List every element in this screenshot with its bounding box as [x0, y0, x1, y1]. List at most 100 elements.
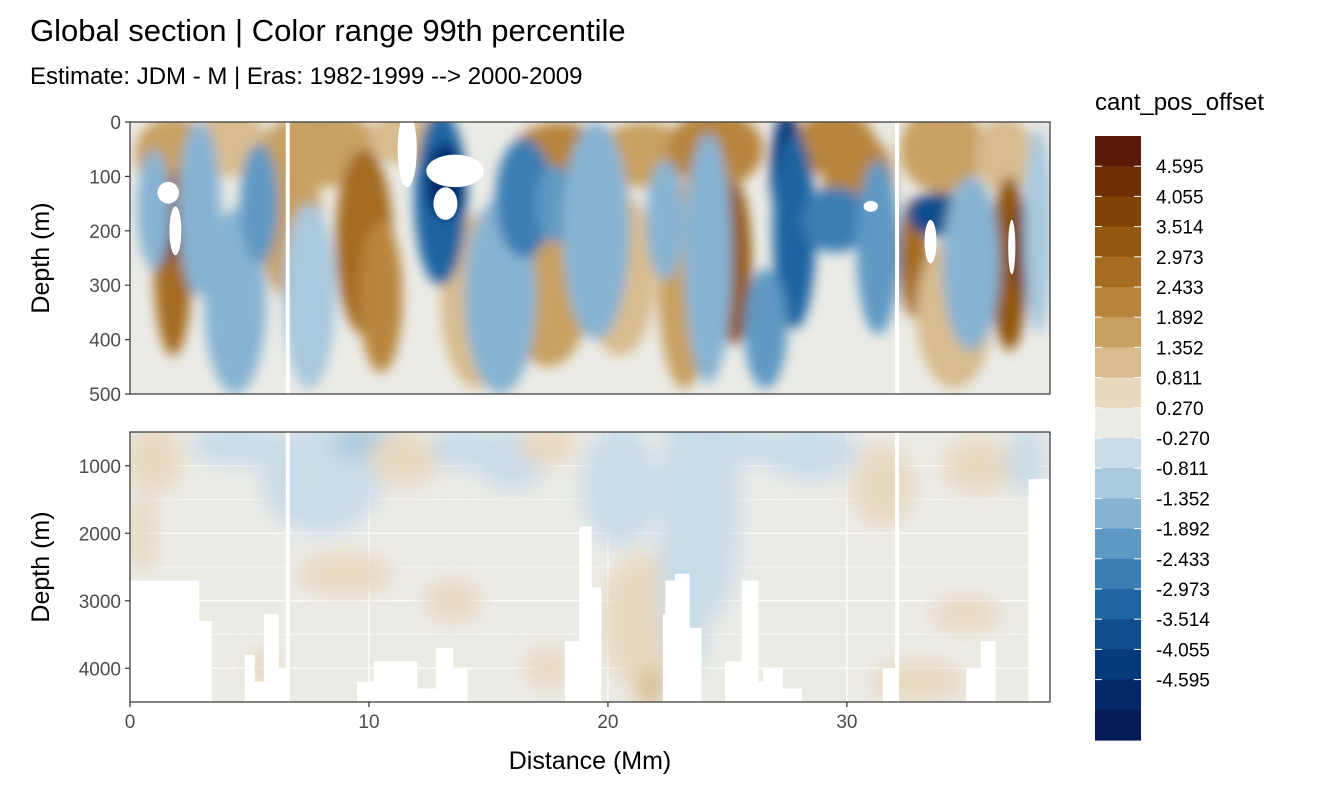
legend-label: 2.973 [1156, 248, 1204, 269]
panel-bottom: 1000 2000 3000 4000 Depth (m) [27, 431, 1051, 703]
legend-swatch [1095, 226, 1141, 258]
panel-top-y-axis: 0 100 200 300 400 500 [89, 113, 130, 406]
top-field-blob [744, 268, 788, 389]
top-missing-patch [426, 154, 484, 188]
panel-bottom-y-axis: 1000 2000 3000 4000 [79, 457, 130, 680]
top-field-blob [282, 203, 336, 389]
bottom-seafloor [254, 681, 265, 702]
legend-label: 4.055 [1156, 187, 1204, 208]
legend-label: -2.973 [1156, 580, 1210, 601]
x-tick-label: 0 [125, 712, 136, 733]
x-axis: 0 10 20 30 [125, 702, 857, 733]
bottom-field-blob [942, 438, 1015, 493]
legend-swatch [1095, 287, 1141, 318]
bottom-seafloor [591, 587, 602, 702]
bottom-field-blob [1006, 432, 1046, 493]
top-field-blob [899, 122, 986, 193]
y-tick-label: 400 [89, 331, 121, 352]
top-missing-patch [433, 187, 458, 220]
bottom-seafloor [416, 688, 437, 702]
x-axis-title: Distance (Mm) [509, 747, 672, 775]
top-field-blob [495, 138, 553, 258]
legend-swatch [1095, 528, 1141, 560]
legend-label: 4.595 [1156, 157, 1204, 178]
top-missing-patch [157, 181, 179, 204]
bottom-field-blob [581, 432, 659, 547]
top-gap-line [285, 122, 290, 394]
bottom-field-blob [130, 492, 157, 574]
legend-label: 1.892 [1156, 308, 1204, 329]
legend-label: 2.433 [1156, 278, 1204, 299]
legend-swatch [1095, 317, 1141, 348]
top-missing-patch [1008, 219, 1016, 275]
bottom-seafloor [263, 614, 279, 702]
legend-swatch [1095, 407, 1141, 439]
legend-swatch [1095, 619, 1141, 650]
y-tick-label: 300 [89, 276, 121, 297]
top-missing-patch [397, 122, 417, 188]
bottom-seafloor [564, 641, 580, 702]
bottom-field-blob [703, 432, 776, 466]
legend-swatch [1095, 498, 1141, 530]
legend-swatch [1095, 256, 1141, 288]
bottom-seafloor [689, 627, 702, 702]
bottom-seafloor [278, 668, 289, 702]
y-tick-label: 100 [89, 167, 121, 188]
y-tick-label: 1000 [79, 457, 121, 478]
bottom-field-blob [763, 432, 859, 480]
legend-label: 0.811 [1156, 369, 1202, 390]
y-tick-label: 3000 [79, 592, 121, 613]
panel-top-border [129, 121, 1051, 395]
bottom-field-blob [691, 432, 740, 615]
chart-title: Global section | Color range 99th percen… [30, 13, 626, 48]
legend-swatch [1095, 468, 1141, 499]
bottom-seafloor [966, 668, 982, 702]
legend-swatch [1095, 679, 1141, 711]
bottom-seafloor [373, 661, 418, 702]
panel-bottom-y-axis-title: Depth (m) [27, 511, 55, 622]
top-gap-line [895, 122, 900, 394]
top-field-blob [239, 143, 279, 264]
top-field-blob [646, 160, 685, 280]
top-field-blob [562, 122, 630, 340]
legend-label: 3.514 [1156, 218, 1204, 239]
bottom-seafloor [782, 688, 802, 702]
top-field-blob [359, 219, 403, 373]
bottom-field-blob [130, 432, 183, 493]
top-missing-patch [863, 200, 878, 212]
legend-label: -0.811 [1156, 459, 1208, 480]
bottom-seafloor [763, 668, 783, 702]
bottom-field-blob [189, 432, 286, 466]
x-tick-label: 30 [836, 712, 857, 733]
bottom-seafloor [882, 668, 898, 702]
legend-swatch [1095, 709, 1141, 741]
panel-top: 0 100 200 300 400 500 Depth (m) [27, 113, 1051, 406]
bottom-field-blob [636, 668, 666, 702]
legend-label: -1.352 [1156, 489, 1210, 510]
x-tick-label: 10 [358, 712, 379, 733]
panel-bottom-border [129, 431, 1051, 703]
y-tick-label: 500 [89, 385, 121, 406]
bottom-seafloor [435, 648, 454, 702]
bottom-field-blob [423, 580, 482, 621]
top-field-blob [684, 132, 733, 384]
top-missing-patch [924, 219, 937, 264]
bottom-seafloor [980, 641, 996, 702]
legend-swatch [1095, 558, 1141, 590]
bottom-gap-line [895, 432, 900, 702]
bottom-seafloor [579, 580, 587, 702]
bottom-seafloor [1038, 580, 1050, 702]
legend-label: -3.514 [1156, 610, 1210, 631]
bottom-seafloor [244, 654, 255, 702]
y-tick-label: 200 [89, 222, 121, 243]
panel-top-y-axis-title: Depth (m) [27, 202, 55, 313]
legend-swatch [1095, 589, 1141, 620]
y-tick-label: 2000 [79, 524, 121, 545]
y-tick-label: 4000 [79, 659, 121, 680]
panel-bottom-missing-data [130, 432, 1050, 702]
top-field-blob [975, 122, 1034, 193]
bottom-seafloor [725, 661, 743, 702]
top-missing-patch [169, 206, 182, 256]
legend-swatch [1095, 347, 1141, 379]
